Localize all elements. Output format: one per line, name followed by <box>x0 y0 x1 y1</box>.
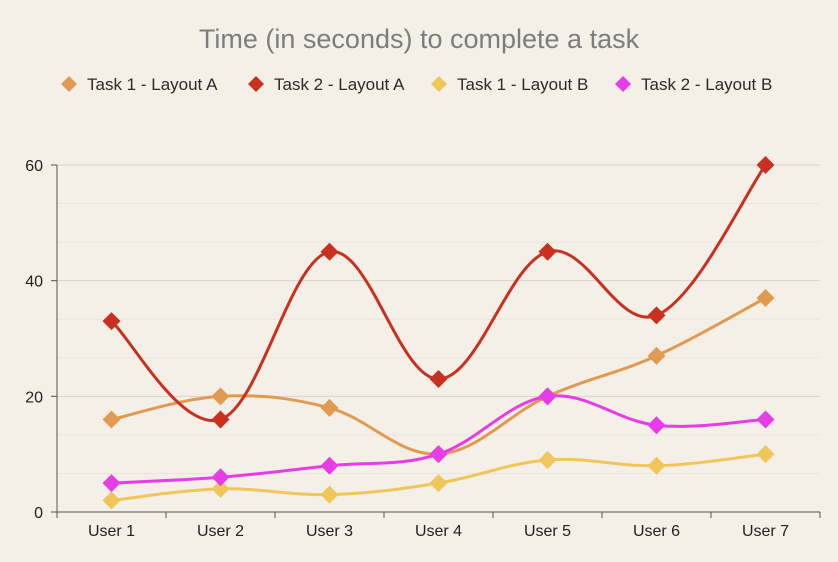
x-tick-label: User 6 <box>633 523 680 540</box>
chart-title: Time (in seconds) to complete a task <box>199 24 640 54</box>
data-point-marker <box>102 410 121 429</box>
data-point-marker <box>102 312 121 331</box>
data-point-marker <box>320 398 339 417</box>
data-point-marker <box>211 387 230 406</box>
data-point-marker <box>102 474 121 493</box>
data-point-marker <box>756 445 775 464</box>
data-point-marker <box>320 242 339 261</box>
legend-marker-icon <box>248 76 264 92</box>
y-tick-label: 0 <box>34 505 43 522</box>
data-point-marker <box>756 289 775 308</box>
data-point-marker <box>429 474 448 493</box>
y-tick-label: 20 <box>25 389 43 406</box>
data-point-marker <box>538 387 557 406</box>
data-point-marker <box>647 306 666 325</box>
legend-entry-label: Task 2 - Layout B <box>641 75 772 94</box>
data-point-marker <box>756 410 775 429</box>
legend-entry-label: Task 1 - Layout A <box>87 75 218 94</box>
x-tick-label: User 1 <box>88 523 135 540</box>
x-tick-label: User 5 <box>524 523 571 540</box>
data-point-marker <box>211 468 230 487</box>
axes: 0 20 40 60 User 1 User 2 User 3 User 4 User 5 Use… <box>25 158 821 540</box>
x-tick-label: User 4 <box>415 523 462 540</box>
series-markers <box>102 156 775 510</box>
x-tick-label: User 7 <box>742 523 789 540</box>
legend-marker-icon <box>615 76 631 92</box>
data-point-marker <box>647 346 666 365</box>
data-point-marker <box>647 456 666 475</box>
y-tick-label: 60 <box>25 158 43 175</box>
legend: Task 1 - Layout A Task 2 - Layout A Task 1… <box>61 75 772 94</box>
data-point-marker <box>102 491 121 510</box>
legend-marker-icon <box>61 76 77 92</box>
data-point-marker <box>538 450 557 469</box>
data-point-marker <box>756 156 775 174</box>
data-point-marker <box>211 410 230 429</box>
legend-entry-label: Task 1 - Layout B <box>457 75 588 94</box>
y-tick-label: 40 <box>25 274 43 291</box>
legend-marker-icon <box>431 76 447 92</box>
x-tick-label: User 3 <box>306 523 353 540</box>
gridlines <box>57 164 820 474</box>
data-point-marker <box>211 479 230 498</box>
data-point-marker <box>320 485 339 504</box>
data-point-marker <box>538 242 557 261</box>
x-tick-label: User 2 <box>197 523 244 540</box>
data-point-marker <box>429 445 448 464</box>
series-line-4 <box>111 394 766 485</box>
legend-entry-label: Task 2 - Layout A <box>274 75 405 94</box>
data-point-marker <box>647 416 666 435</box>
data-point-marker <box>429 369 448 388</box>
data-point-marker <box>320 456 339 475</box>
